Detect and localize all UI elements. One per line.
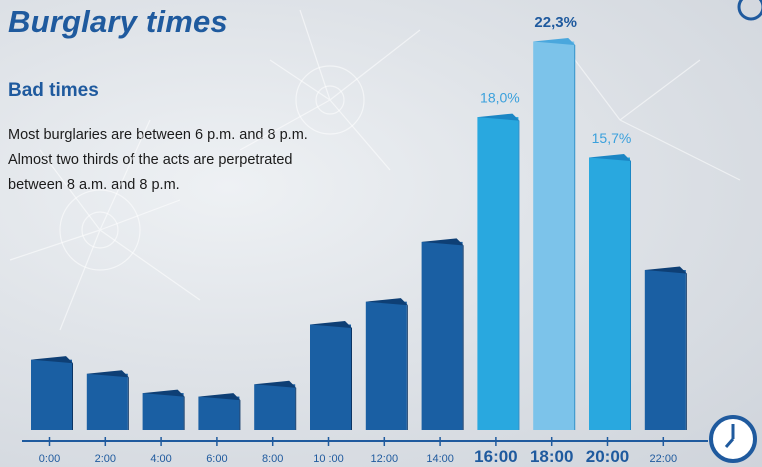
bar-200 xyxy=(86,370,129,430)
x-tick-label: 8:00 xyxy=(262,453,283,465)
x-tick-label: 10 :00 xyxy=(313,453,344,465)
logo-icon xyxy=(737,0,762,21)
x-tick-label: 2:00 xyxy=(95,453,116,465)
bar-000 xyxy=(31,356,73,430)
x-tick-label: 12:00 xyxy=(371,453,399,465)
data-label: 15,7% xyxy=(592,130,632,146)
bar-800 xyxy=(254,380,297,430)
clock-icon xyxy=(709,415,757,463)
bar-1800 xyxy=(533,38,576,430)
bar-400 xyxy=(142,389,185,430)
chart-title: Burglary times xyxy=(8,4,228,39)
x-tick-label: 4:00 xyxy=(150,453,171,465)
bar-2200 xyxy=(644,266,687,430)
x-tick-label: 18:00 xyxy=(530,447,573,466)
x-tick-label: 0:00 xyxy=(39,453,60,465)
chart-description: Most burglaries are between 6 p.m. and 8… xyxy=(8,127,308,193)
x-tick-label: 16:00 xyxy=(474,447,517,466)
chart-subtitle: Bad times xyxy=(8,80,99,101)
bar-1400 xyxy=(421,238,464,430)
bar-1600 xyxy=(477,113,520,431)
data-label: 18,0% xyxy=(480,90,520,106)
bar-1000 xyxy=(310,321,352,430)
bar-2000 xyxy=(589,154,631,430)
x-tick-label: 14:00 xyxy=(426,453,454,465)
x-tick-label: 22:00 xyxy=(650,453,678,465)
glass-cracks xyxy=(9,9,741,331)
bar-1200 xyxy=(365,298,408,430)
data-label: 22,3% xyxy=(534,14,577,31)
x-tick-label: 6:00 xyxy=(206,453,227,465)
bar-600 xyxy=(198,393,241,430)
x-tick-label: 20:00 xyxy=(586,447,629,466)
